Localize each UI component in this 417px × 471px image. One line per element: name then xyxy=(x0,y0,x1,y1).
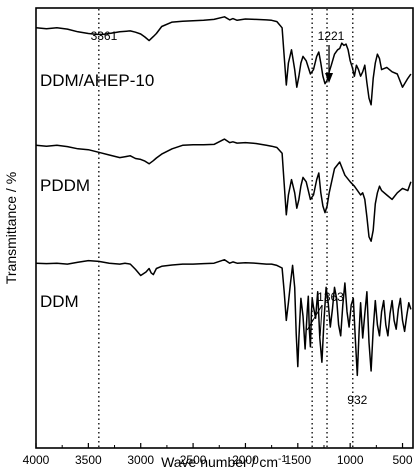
plot-frame xyxy=(35,7,414,449)
annotation-1221: 1221 xyxy=(318,29,345,43)
x-tick-label-500: 500 xyxy=(393,453,413,467)
annotation-1363-pointer xyxy=(306,304,323,331)
x-tick-label-2500: 2500 xyxy=(180,453,207,467)
x-tick-label-3500: 3500 xyxy=(75,453,102,467)
series-line-pddm xyxy=(35,138,412,242)
annotation-932: 932 xyxy=(347,393,367,407)
series-line-ddm xyxy=(35,258,412,377)
x-tick-label-4000: 4000 xyxy=(23,453,50,467)
x-tick-label-2000: 2000 xyxy=(232,453,259,467)
x-tick-label-1500: 1500 xyxy=(284,453,311,467)
series-label-ddm-ahep-10: DDM/AHEP-10 xyxy=(40,71,154,90)
x-tick-label-1000: 1000 xyxy=(337,453,364,467)
reference-lines xyxy=(98,9,354,447)
x-axis-title: Wave number / cm-1 xyxy=(161,454,287,470)
annotations: 3361 1221 1363 932 xyxy=(91,29,368,407)
annotation-1363-pointer-2 xyxy=(319,304,323,337)
annotation-1363: 1363 xyxy=(317,290,344,304)
annotation-1221-arrow-head xyxy=(325,73,334,83)
x-axis-ticks: 4000 3500 3000 2500 2000 1500 1000 500 xyxy=(23,443,413,467)
series-label-ddm: DDM xyxy=(40,292,79,311)
annotation-3361: 3361 xyxy=(91,29,118,43)
x-tick-label-3000: 3000 xyxy=(127,453,154,467)
series-label-pddm: PDDM xyxy=(40,176,90,195)
y-axis-title: Transmittance / % xyxy=(3,172,19,284)
x-axis-title-main: Wave number / cm xyxy=(161,454,278,470)
spectra xyxy=(35,16,412,377)
x-axis-title-sup: -1 xyxy=(278,454,287,465)
series-line-ddm-ahep-10 xyxy=(35,16,412,106)
